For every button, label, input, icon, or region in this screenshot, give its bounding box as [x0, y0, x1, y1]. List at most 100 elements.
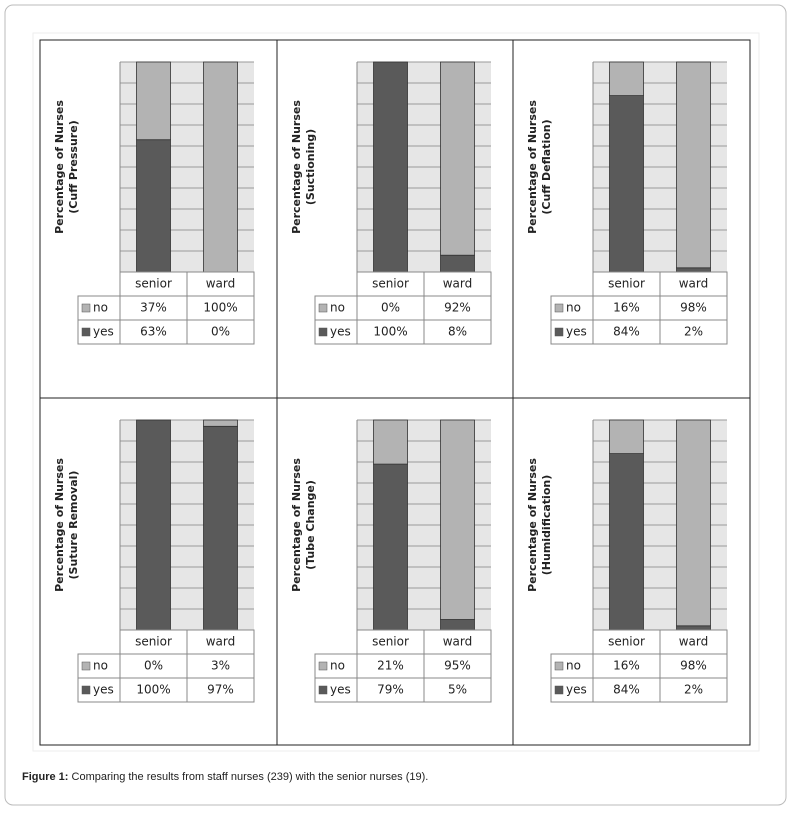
legend-swatch	[318, 685, 328, 695]
bar-segment	[136, 139, 171, 273]
bar-segment	[609, 419, 644, 454]
value-label: 8%	[448, 325, 467, 339]
legend-label: yes	[330, 325, 351, 339]
legend-swatch	[81, 303, 91, 313]
legend-swatch	[81, 685, 91, 695]
legend-label: no	[93, 659, 108, 673]
value-label: 98%	[680, 301, 707, 315]
bar-segment	[609, 95, 644, 273]
y-axis-label: (Suctioning)	[304, 129, 317, 205]
legend-label: no	[566, 301, 581, 315]
x-tick-label: ward	[206, 277, 236, 291]
y-axis-label: Percentage of Nurses	[526, 100, 539, 234]
bar-segment	[203, 425, 238, 631]
value-label: 79%	[377, 683, 404, 697]
bar-segment	[440, 619, 475, 631]
value-label: 100%	[373, 325, 407, 339]
legend-swatch	[554, 303, 564, 313]
bar-segment	[203, 61, 238, 273]
x-tick-label: senior	[372, 277, 409, 291]
y-axis-label: Percentage of Nurses	[53, 100, 66, 234]
caption-label: Figure 1:	[22, 771, 68, 783]
y-axis-label: (Suture Removal)	[67, 471, 80, 580]
table-cell	[423, 319, 492, 345]
x-tick-label: senior	[135, 635, 172, 649]
legend-label: no	[566, 659, 581, 673]
table-cell	[186, 677, 255, 703]
bar-segment	[676, 61, 711, 269]
bar-segment	[440, 254, 475, 273]
legend-swatch	[81, 661, 91, 671]
value-label: 95%	[444, 659, 471, 673]
table-cell	[186, 319, 255, 345]
legend-label: yes	[330, 683, 351, 697]
caption: Figure 1: Comparing the results from sta…	[22, 771, 428, 783]
legend-label: yes	[93, 683, 114, 697]
value-label: 2%	[684, 683, 703, 697]
x-tick-label: senior	[608, 277, 645, 291]
value-label: 0%	[381, 301, 400, 315]
table-cell	[659, 677, 728, 703]
bar-segment	[373, 419, 408, 465]
x-tick-label: ward	[206, 635, 236, 649]
y-axis-label: (Humidification)	[540, 475, 553, 575]
value-label: 100%	[136, 683, 170, 697]
value-label: 63%	[140, 325, 167, 339]
bar-segment	[203, 419, 238, 427]
legend-swatch	[554, 327, 564, 337]
legend-label: yes	[566, 683, 587, 697]
value-label: 84%	[613, 683, 640, 697]
bar-segment	[373, 61, 408, 273]
x-tick-label: ward	[679, 635, 709, 649]
legend-label: yes	[566, 325, 587, 339]
legend-label: no	[330, 659, 345, 673]
bar-segment	[609, 453, 644, 631]
bar-segment	[440, 419, 475, 620]
bar-segment	[609, 61, 644, 96]
x-tick-label: ward	[443, 635, 473, 649]
value-label: 97%	[207, 683, 234, 697]
value-label: 92%	[444, 301, 471, 315]
legend-swatch	[318, 327, 328, 337]
y-axis-label: Percentage of Nurses	[290, 100, 303, 234]
value-label: 5%	[448, 683, 467, 697]
value-label: 37%	[140, 301, 167, 315]
value-label: 98%	[680, 659, 707, 673]
legend-label: no	[93, 301, 108, 315]
legend-swatch	[318, 303, 328, 313]
value-label: 16%	[613, 659, 640, 673]
y-axis-label: (Cuff Deflation)	[540, 119, 553, 214]
value-label: 0%	[211, 325, 230, 339]
legend-swatch	[318, 661, 328, 671]
bar-segment	[136, 419, 171, 631]
x-tick-label: senior	[608, 635, 645, 649]
legend-swatch	[554, 661, 564, 671]
x-tick-label: senior	[372, 635, 409, 649]
x-tick-label: ward	[443, 277, 473, 291]
legend-swatch	[554, 685, 564, 695]
y-axis-label: (Tube Change)	[304, 480, 317, 570]
bar-segment	[136, 61, 171, 141]
legend-swatch	[81, 327, 91, 337]
value-label: 100%	[203, 301, 237, 315]
bar-segment	[676, 419, 711, 627]
value-label: 0%	[144, 659, 163, 673]
legend-label: no	[330, 301, 345, 315]
value-label: 16%	[613, 301, 640, 315]
bar-segment	[373, 463, 408, 631]
y-axis-label: Percentage of Nurses	[290, 458, 303, 592]
panel-grid	[39, 39, 751, 746]
x-tick-label: ward	[679, 277, 709, 291]
bar-segment	[676, 625, 711, 631]
y-axis-label: Percentage of Nurses	[526, 458, 539, 592]
y-axis-label: Percentage of Nurses	[53, 458, 66, 592]
bar-segment	[676, 267, 711, 273]
legend-label: yes	[93, 325, 114, 339]
y-axis-label: (Cuff Pressure)	[67, 120, 80, 213]
value-label: 3%	[211, 659, 230, 673]
value-label: 21%	[377, 659, 404, 673]
caption-text: Comparing the results from staff nurses …	[68, 771, 428, 783]
table-cell	[423, 677, 492, 703]
bar-segment	[440, 61, 475, 256]
